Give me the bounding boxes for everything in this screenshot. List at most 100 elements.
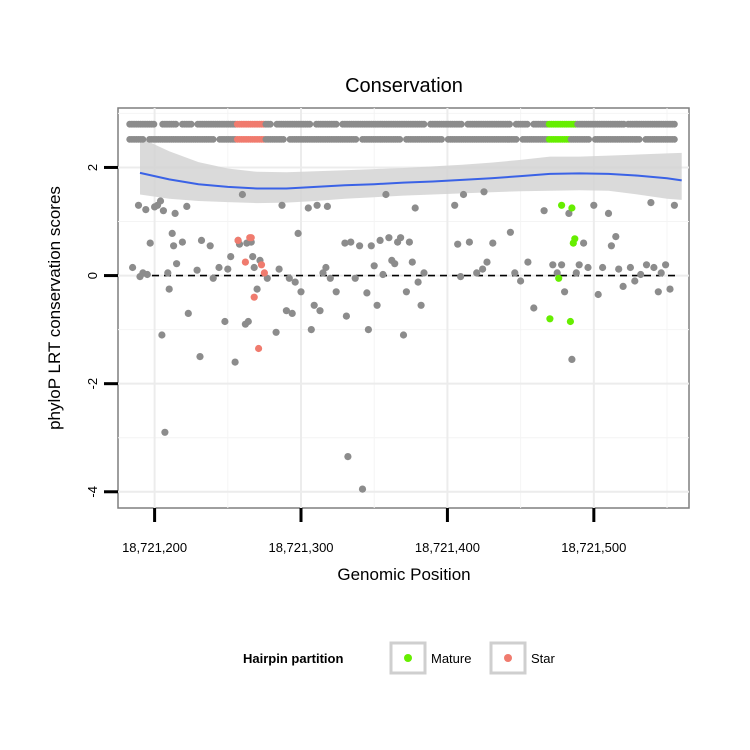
data-point	[344, 453, 352, 461]
rug-point	[172, 120, 180, 128]
data-point	[454, 240, 462, 248]
data-point	[244, 317, 252, 326]
data-point	[323, 202, 331, 210]
data-point-mature	[558, 201, 566, 209]
scatter-points	[129, 188, 679, 493]
data-point	[580, 239, 588, 247]
data-point	[451, 201, 459, 209]
rug-point	[585, 136, 593, 143]
data-point	[332, 288, 340, 296]
data-point	[370, 262, 378, 270]
data-point	[565, 209, 573, 217]
data-point	[282, 307, 290, 315]
data-point	[666, 285, 674, 293]
legend-label-mature: Mature	[431, 651, 471, 666]
data-point	[479, 265, 487, 273]
data-point	[590, 201, 598, 209]
data-point	[619, 282, 627, 290]
data-point	[604, 209, 613, 217]
data-point-mature	[546, 315, 554, 323]
data-point-star	[234, 236, 242, 244]
legend-key-box	[389, 641, 427, 675]
rug-point	[306, 120, 314, 128]
rug-point	[457, 120, 465, 128]
data-point	[227, 253, 235, 261]
data-point	[231, 358, 239, 366]
data-point	[316, 307, 324, 315]
data-point	[599, 263, 607, 272]
legend-title: Hairpin partition	[243, 651, 343, 666]
data-point	[356, 242, 364, 250]
y-axis-title: phyloP LRT conservation scores	[45, 186, 64, 430]
legend-label-star: Star	[531, 651, 556, 666]
x-tick-label: 18,721,400	[415, 540, 480, 555]
data-point-star	[247, 234, 255, 242]
data-point	[540, 207, 548, 215]
data-point-mature	[555, 274, 563, 282]
rug-point	[523, 120, 531, 128]
data-point	[341, 239, 349, 247]
data-point	[408, 258, 416, 266]
data-point	[662, 261, 670, 269]
y-axis: 2 0 -2 -4	[85, 164, 118, 498]
data-point	[391, 260, 399, 268]
data-point	[347, 238, 355, 246]
data-point	[631, 277, 639, 285]
rug-point	[420, 120, 428, 128]
rug-point	[150, 120, 158, 128]
data-point	[615, 265, 623, 273]
data-point	[397, 234, 405, 242]
data-point	[178, 238, 186, 246]
data-point	[480, 188, 488, 196]
legend: Hairpin partition Mature Star	[243, 641, 556, 675]
data-point	[215, 263, 223, 272]
data-point	[572, 269, 580, 277]
data-point	[206, 242, 214, 250]
data-point	[288, 309, 296, 317]
data-point	[161, 428, 169, 436]
confidence-band	[140, 137, 682, 204]
data-point	[250, 263, 258, 272]
rug-point	[332, 120, 340, 128]
data-point	[171, 209, 179, 217]
data-point	[146, 239, 154, 247]
data-point	[322, 263, 330, 272]
data-point	[278, 201, 286, 209]
data-point	[304, 204, 312, 212]
data-point	[379, 270, 387, 279]
rug-point	[506, 120, 513, 128]
rug-point	[671, 120, 678, 128]
data-point	[399, 331, 408, 339]
data-point	[156, 197, 165, 205]
data-point	[253, 285, 261, 293]
data-point	[626, 263, 635, 272]
data-point	[647, 199, 655, 207]
data-point	[173, 260, 181, 268]
data-point	[197, 236, 206, 244]
data-point	[568, 355, 576, 363]
rug-point	[352, 136, 360, 143]
rug-point	[280, 136, 287, 143]
data-point	[637, 270, 645, 279]
data-point-mature	[566, 317, 575, 326]
data-point	[294, 229, 302, 237]
data-point	[358, 485, 367, 493]
rug-rows	[126, 120, 678, 143]
data-point	[594, 290, 602, 299]
data-point	[143, 270, 151, 279]
data-point	[489, 239, 497, 247]
data-point	[134, 201, 143, 209]
smooth-line-path	[139, 171, 682, 190]
data-point	[382, 190, 390, 199]
data-point	[414, 278, 422, 286]
x-axis-title: Genomic Position	[337, 565, 470, 584]
rug-point	[512, 136, 520, 143]
chart-title: Conservation	[345, 75, 463, 97]
data-point	[558, 261, 566, 269]
data-point	[650, 263, 658, 272]
data-point-mature	[568, 204, 576, 212]
confidence-band-area	[140, 137, 682, 204]
data-point	[224, 265, 232, 273]
y-tick-label: 2	[85, 164, 100, 171]
data-point	[319, 269, 327, 277]
